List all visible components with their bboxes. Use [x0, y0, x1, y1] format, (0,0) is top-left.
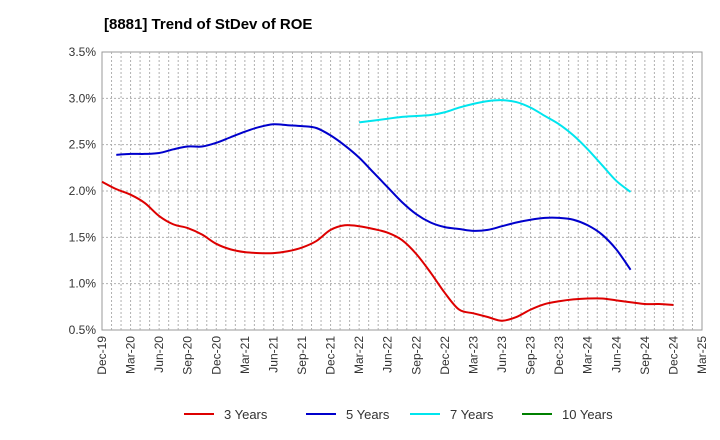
legend-label: 10 Years	[562, 407, 613, 422]
y-tick-label: 0.5%	[69, 323, 97, 337]
x-tick-label: Sep-24	[638, 336, 652, 375]
y-tick-label: 1.0%	[69, 277, 97, 291]
x-tick-label: Jun-21	[266, 336, 280, 373]
y-tick-label: 1.5%	[69, 230, 97, 244]
series-line-5-years	[116, 123, 632, 271]
y-tick-label: 2.0%	[69, 184, 97, 198]
x-tick-label: Mar-21	[238, 336, 252, 374]
x-tick-label: Sep-20	[181, 336, 195, 375]
x-tick-label: Dec-20	[209, 336, 223, 375]
x-tick-label: Jun-20	[152, 336, 166, 373]
series-lines	[101, 99, 674, 322]
legend-label: 3 Years	[224, 407, 268, 422]
series-line-3-years	[101, 180, 674, 322]
x-tick-label: Sep-21	[295, 336, 309, 375]
x-tick-label: Jun-22	[381, 336, 395, 373]
x-tick-label: Mar-24	[581, 336, 595, 374]
x-tick-label: Jun-23	[495, 336, 509, 373]
legend-label: 7 Years	[450, 407, 494, 422]
chart-title: [8881] Trend of StDev of ROE	[104, 16, 312, 33]
x-tick-label: Jun-24	[609, 336, 623, 373]
x-axis-ticks: Dec-19 Mar-20 Jun-20 Sep-20 Dec-20 Mar-21 Jun-…	[95, 336, 709, 375]
grid	[102, 52, 702, 330]
y-tick-label: 3.0%	[69, 91, 97, 105]
legend: 3 Years 5 Years 7 Years 10 Years	[184, 407, 613, 422]
x-tick-label: Sep-23	[524, 336, 538, 375]
x-tick-label: Dec-21	[324, 336, 338, 375]
y-tick-label: 2.5%	[69, 138, 97, 152]
x-tick-label: Mar-25	[695, 336, 709, 374]
x-tick-label: Mar-23	[466, 336, 480, 374]
x-tick-label: Dec-23	[552, 336, 566, 375]
x-tick-label: Dec-19	[95, 336, 109, 375]
x-tick-label: Mar-22	[352, 336, 366, 374]
legend-label: 5 Years	[346, 407, 390, 422]
x-tick-label: Mar-20	[124, 336, 138, 374]
x-tick-label: Dec-22	[438, 336, 452, 375]
y-axis-ticks: 0.5% 1.0% 1.5% 2.0% 2.5% 3.0% 3.5%	[69, 45, 97, 337]
y-tick-label: 3.5%	[69, 45, 97, 59]
x-tick-label: Sep-22	[409, 336, 423, 375]
x-tick-label: Dec-24	[666, 336, 680, 375]
series-line-7-years	[359, 99, 632, 193]
